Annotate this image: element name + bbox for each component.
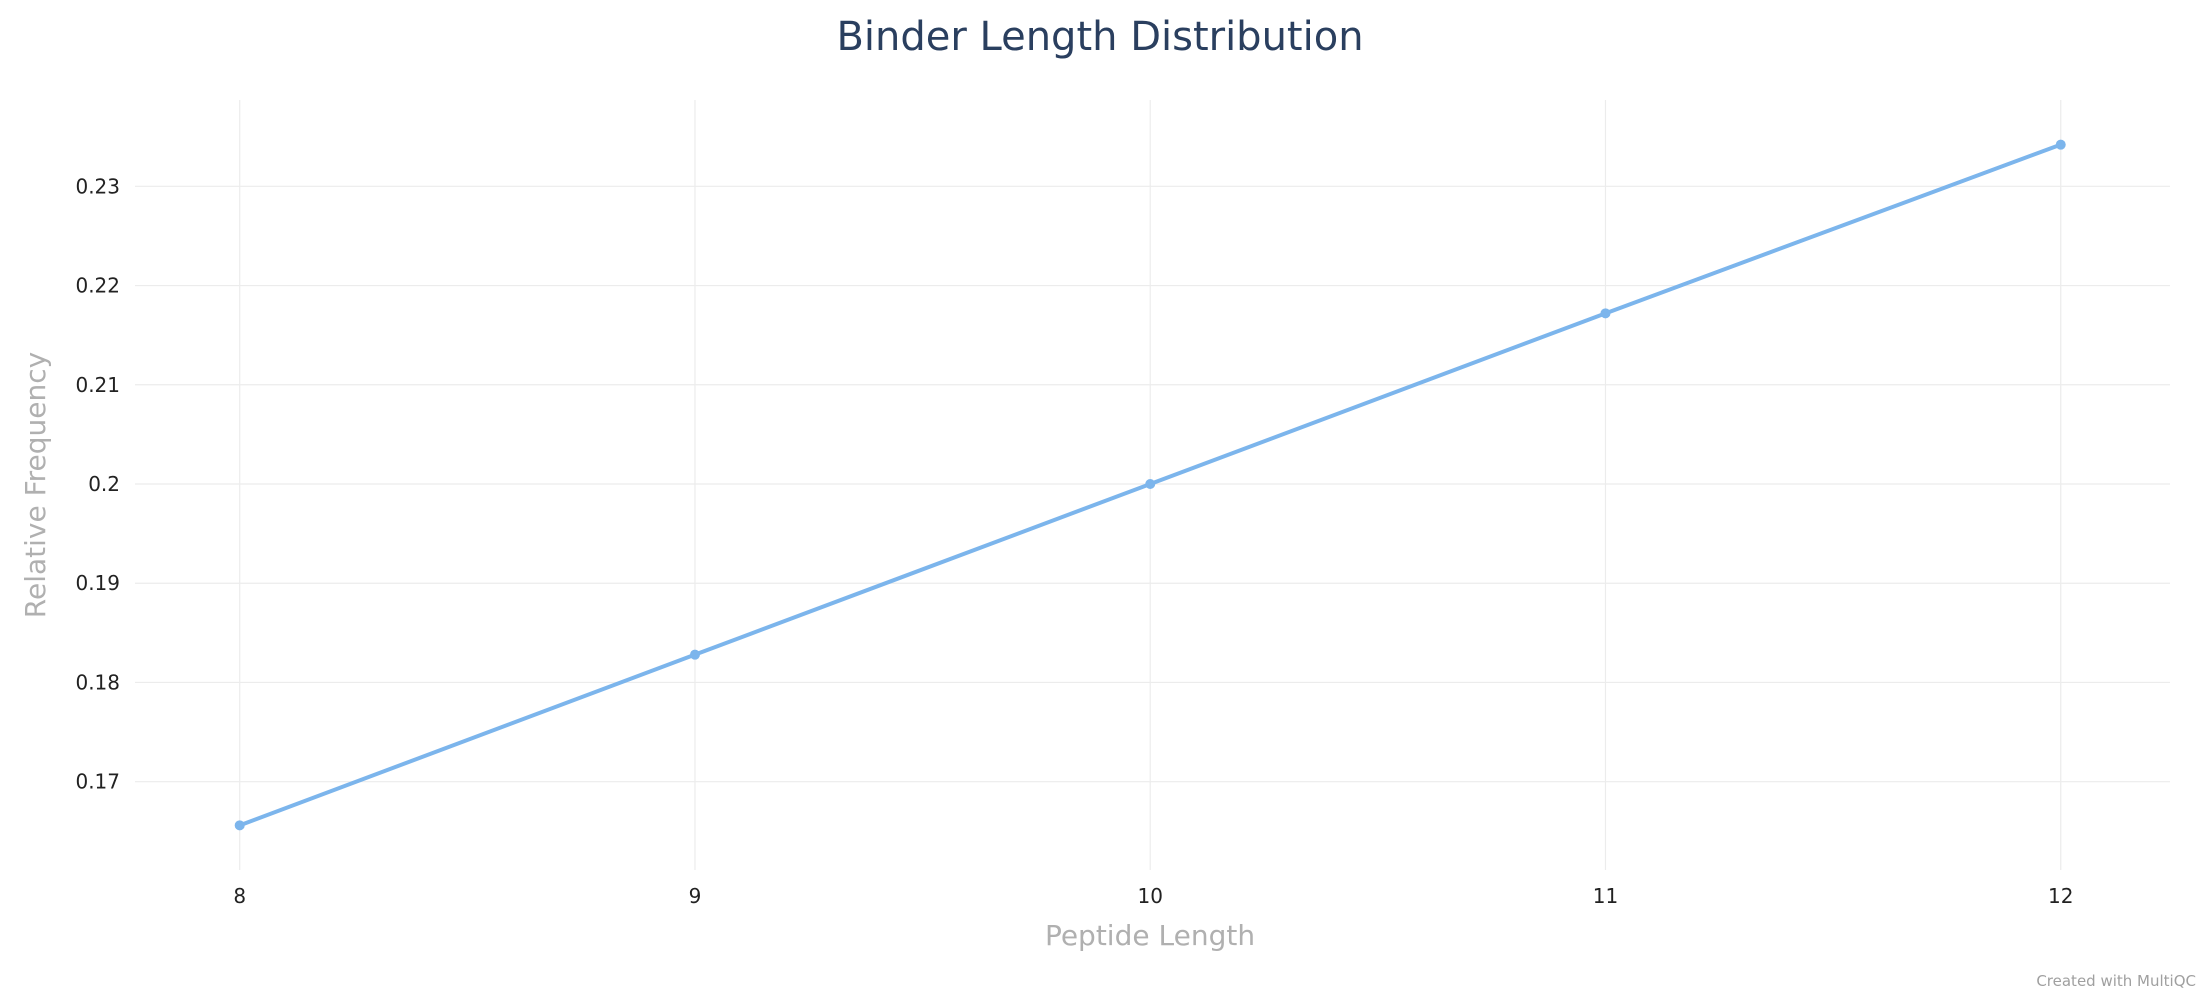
- y-tick-label: 0.17: [75, 770, 120, 794]
- y-axis-title: Relative Frequency: [19, 352, 52, 618]
- x-tick-label: 12: [2048, 884, 2073, 908]
- chart-title: Binder Length Distribution: [836, 14, 1363, 60]
- y-tick-label: 0.19: [75, 571, 120, 595]
- y-tick-label: 0.18: [75, 670, 120, 694]
- x-tick-label: 10: [1137, 884, 1162, 908]
- data-point[interactable]: [2055, 139, 2066, 150]
- x-tick-label: 8: [233, 884, 246, 908]
- series-layer: [234, 139, 2066, 831]
- footer-credit: Created with MultiQC: [2036, 972, 2196, 990]
- x-tick-label: 9: [689, 884, 702, 908]
- data-point[interactable]: [1145, 479, 1156, 490]
- y-tick-label: 0.23: [75, 174, 120, 198]
- y-tick-label: 0.2: [88, 472, 120, 496]
- y-tick-label: 0.22: [75, 274, 120, 298]
- tick-labels: 8 9 10 11 12 0.17 0.18 0.19 0.2 0.21 0.22 0.23: [75, 174, 2073, 908]
- data-point[interactable]: [234, 820, 245, 831]
- data-point[interactable]: [689, 649, 700, 660]
- x-axis-title: Peptide Length: [1045, 919, 1255, 952]
- y-tick-label: 0.21: [75, 373, 120, 397]
- x-tick-label: 11: [1593, 884, 1618, 908]
- data-point[interactable]: [1600, 308, 1611, 319]
